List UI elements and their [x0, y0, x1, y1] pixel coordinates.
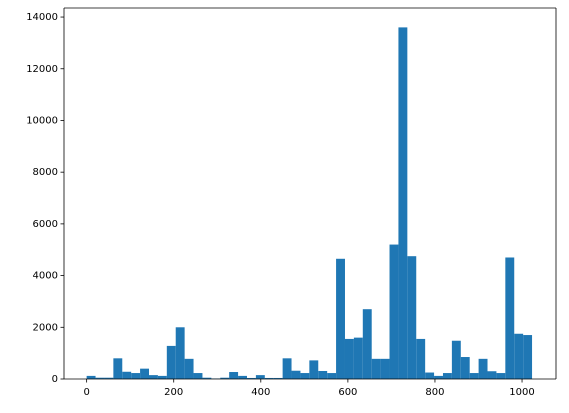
bar: [255, 375, 265, 379]
bar: [246, 377, 256, 379]
bar: [496, 373, 506, 379]
y-tick-label: 2000: [33, 322, 58, 333]
bar: [229, 372, 239, 379]
bar: [148, 375, 158, 379]
bar: [362, 309, 372, 379]
bar: [451, 340, 461, 379]
y-tick-label: 6000: [33, 219, 58, 230]
bar: [389, 244, 399, 379]
bar: [264, 377, 274, 379]
bar: [336, 258, 345, 379]
bar: [434, 375, 443, 379]
bar: [175, 327, 185, 379]
bar: [238, 375, 247, 379]
y-tick-label: 4000: [33, 271, 58, 282]
bar: [282, 358, 292, 379]
bar: [309, 360, 319, 379]
bar: [273, 377, 283, 379]
bar: [416, 338, 426, 379]
bar: [505, 257, 515, 379]
bar: [425, 372, 435, 379]
bar: [220, 377, 230, 379]
bar: [184, 358, 194, 379]
bar: [157, 375, 167, 379]
bar: [353, 337, 363, 379]
bar: [86, 375, 96, 379]
x-tick-label: 400: [251, 387, 270, 398]
y-tick-label: 12000: [26, 64, 58, 75]
bar: [407, 256, 417, 379]
bar: [460, 357, 470, 379]
bar: [113, 358, 123, 379]
bar: [104, 377, 114, 379]
bar: [487, 371, 497, 379]
bar: [95, 377, 105, 379]
bar: [469, 373, 479, 379]
bar: [398, 27, 408, 379]
bar: [478, 358, 488, 379]
bar: [318, 370, 328, 379]
y-tick-label: 8000: [33, 167, 58, 178]
bar: [514, 333, 524, 379]
bar: [291, 370, 301, 379]
bar: [523, 335, 533, 379]
x-tick-label: 0: [83, 387, 89, 398]
bar: [442, 373, 452, 379]
x-tick-label: 200: [164, 387, 183, 398]
bar: [122, 371, 132, 379]
bar: [300, 373, 310, 379]
bar: [202, 377, 212, 379]
bar: [380, 358, 390, 379]
x-tick-label: 800: [425, 387, 444, 398]
bar: [344, 338, 354, 379]
bar: [166, 345, 176, 379]
y-tick-label: 0: [52, 374, 58, 385]
y-tick-label: 10000: [26, 115, 58, 126]
x-tick-label: 1000: [509, 387, 534, 398]
y-tick-label: 14000: [26, 12, 58, 23]
bar: [131, 373, 141, 379]
bar: [327, 373, 337, 379]
bar: [193, 373, 203, 379]
bar: [371, 358, 381, 379]
x-tick-label: 600: [338, 387, 357, 398]
bar: [140, 368, 149, 379]
